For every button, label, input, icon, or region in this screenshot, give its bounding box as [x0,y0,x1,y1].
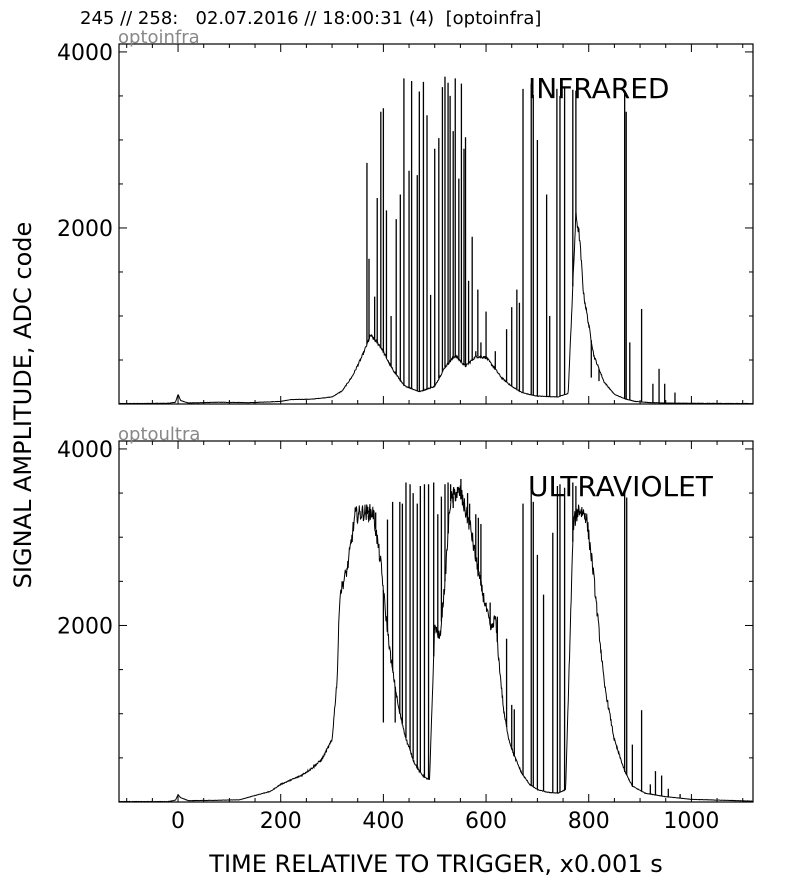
x-tick-label: 600 [465,809,507,834]
y-tick-label: 4000 [57,41,113,66]
x-tick-label: 400 [362,809,404,834]
panel-label: ULTRAVIOLET [528,470,714,503]
x-tick-label: 800 [568,809,610,834]
x-axis-title: TIME RELATIVE TO TRIGGER, x0.001 s [208,850,662,878]
panel-name: optoinfra [118,27,200,48]
x-tick-label: 200 [260,809,302,834]
y-tick-label: 4000 [57,438,113,463]
signal-trace [118,485,753,803]
y-tick-label: 2000 [57,217,113,242]
x-tick-label: 1000 [663,809,719,834]
panel-name: optoultra [118,424,200,445]
figure-header: 245 // 258: 02.07.2016 // 18:00:31 (4) [… [80,8,542,29]
y-tick-label: 2000 [57,614,113,639]
signal-trace [118,212,753,405]
y-axis-title: SIGNAL AMPLITUDE, ADC code [9,222,37,589]
plot-frame [118,440,754,803]
x-tick-label: 0 [171,809,185,834]
panel-label: INFRARED [528,72,670,105]
plot-frame [118,43,754,405]
